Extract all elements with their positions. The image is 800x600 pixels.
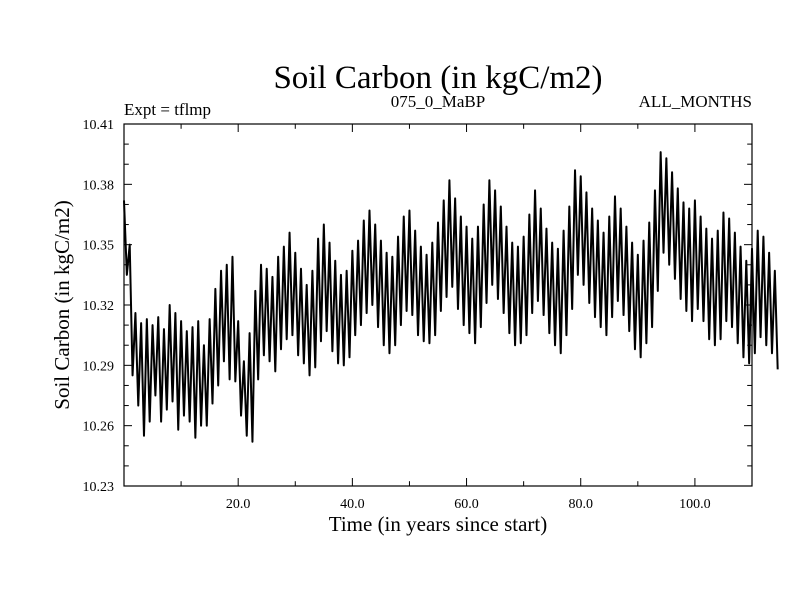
x-axis-label: Time (in years since start) [329,512,548,536]
y-tick-label: 10.23 [83,480,115,495]
plot-frame [123,123,753,487]
y-tick-label: 10.38 [83,178,115,193]
x-tick-label: 60.0 [454,497,479,512]
series-line [123,151,779,443]
y-tick-label: 10.35 [83,239,115,254]
months-label: ALL_MONTHS [639,92,752,111]
period-label: 075_0_MaBP [391,92,485,111]
x-tick-label: 20.0 [226,497,251,512]
y-axis-label: Soil Carbon (in kgC/m2) [50,200,74,409]
y-tick-label: 10.41 [83,118,115,133]
y-tick-label: 10.26 [83,420,115,435]
x-tick-label: 40.0 [340,497,365,512]
tick-marks [124,124,752,486]
y-tick-label: 10.32 [83,299,115,314]
series-group [123,151,779,443]
x-tick-label: 80.0 [568,497,593,512]
x-tick-label: 100.0 [679,497,711,512]
y-tick-label: 10.29 [83,359,115,374]
y-tick-labels: 10.23 10.26 10.29 10.32 10.35 10.38 10.41 [83,118,115,495]
experiment-label: Expt = tflmp [124,100,211,119]
chart-title: Soil Carbon (in kgC/m2) [273,60,602,96]
x-tick-labels: 20.0 40.0 60.0 80.0 100.0 [226,497,711,512]
